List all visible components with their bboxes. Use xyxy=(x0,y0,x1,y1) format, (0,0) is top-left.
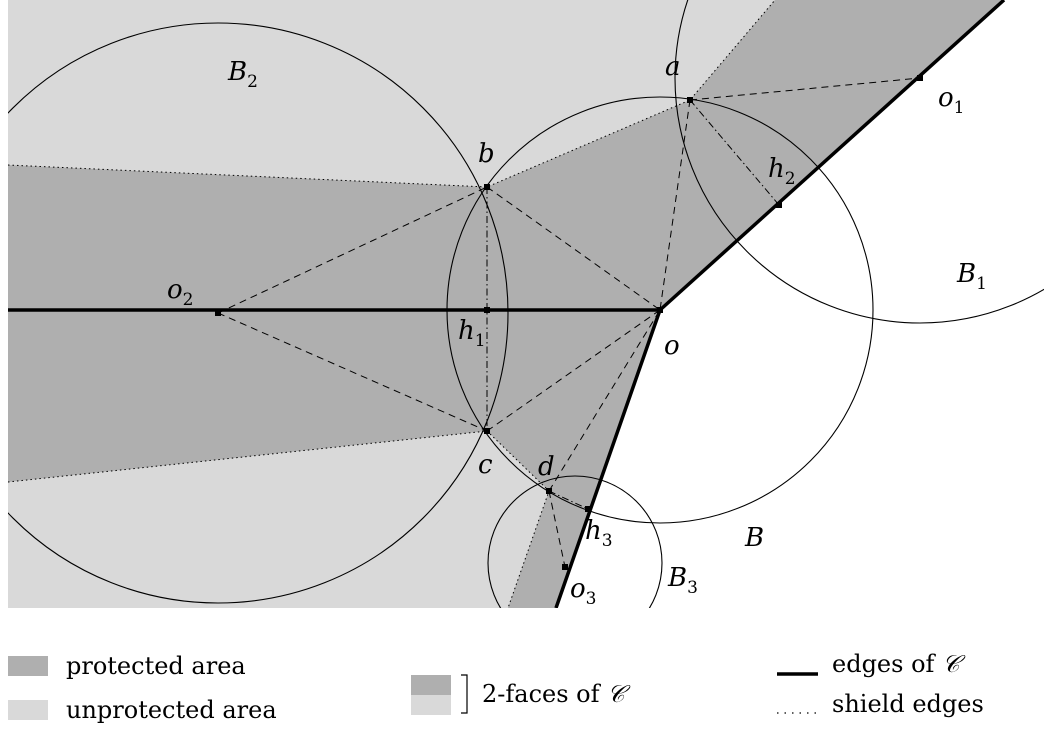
label-B: B xyxy=(744,523,764,553)
label-o3: o3 xyxy=(570,574,596,609)
point-h1 xyxy=(484,307,490,313)
shield-edges xyxy=(8,0,776,608)
label-B3: B3 xyxy=(667,563,698,598)
legend-protected-label: protected area xyxy=(66,652,246,680)
label-B2: B2 xyxy=(227,57,258,92)
label-b: b xyxy=(478,139,495,169)
point-o xyxy=(657,307,663,313)
circle-B3 xyxy=(487,475,663,608)
label-B1: B1 xyxy=(956,259,987,294)
points xyxy=(215,75,923,570)
shield-edge-upper xyxy=(8,0,776,188)
label-o1: o1 xyxy=(938,83,964,118)
point-o2 xyxy=(215,310,221,316)
point-a xyxy=(687,97,693,103)
complex-edges xyxy=(8,0,1006,608)
legend-unprotected-label: unprotected area xyxy=(66,696,277,724)
legend-swatch-unprotected xyxy=(8,700,48,720)
label-o: o xyxy=(664,331,680,361)
legend-faces-label: 2-faces of 𝒞 xyxy=(482,680,631,708)
point-o1 xyxy=(917,75,923,81)
label-d: d xyxy=(538,452,555,482)
label-h3: h3 xyxy=(585,516,613,551)
circle-B1 xyxy=(674,0,1044,324)
point-b xyxy=(484,184,490,190)
protected-region-lower xyxy=(8,310,660,608)
legend-swatch-faces-light xyxy=(411,695,451,715)
label-h2: h2 xyxy=(768,154,796,189)
point-o3 xyxy=(562,564,568,570)
legend-swatch-protected xyxy=(8,656,48,676)
legend: protected area unprotected area 2-faces … xyxy=(8,650,984,724)
legend-edges-label: edges of 𝒞 xyxy=(832,650,966,678)
label-c: c xyxy=(478,450,493,480)
label-h1: h1 xyxy=(458,316,486,351)
point-h3 xyxy=(585,506,591,512)
protected-region-upper xyxy=(8,0,1004,310)
label-o2: o2 xyxy=(167,275,193,310)
construction-lines xyxy=(217,77,921,568)
point-h2 xyxy=(776,202,782,208)
circle-B2 xyxy=(8,22,509,604)
legend-swatch-faces-dark xyxy=(411,675,451,695)
point-c xyxy=(484,428,490,434)
legend-bracket xyxy=(461,674,468,714)
point-d xyxy=(546,488,552,494)
legend-shield-label: shield edges xyxy=(832,690,984,718)
label-a: a xyxy=(665,52,681,82)
